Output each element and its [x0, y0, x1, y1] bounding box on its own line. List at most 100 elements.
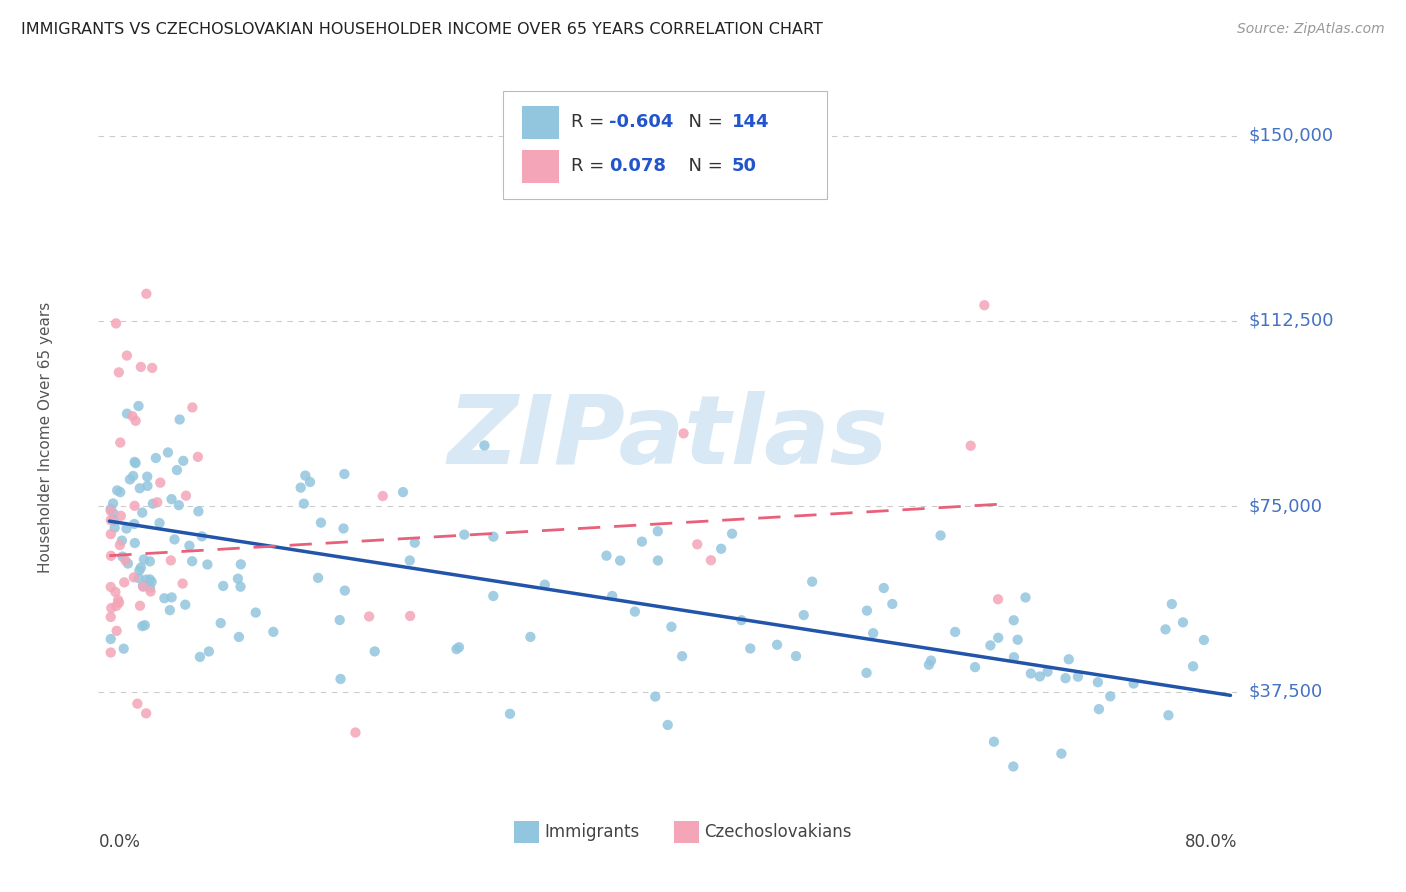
Point	[134, 618, 156, 632]
Point	[519, 630, 541, 644]
Text: Immigrants: Immigrants	[546, 823, 640, 841]
Point	[1088, 702, 1111, 716]
Point	[979, 639, 1001, 653]
Point	[104, 585, 127, 599]
Point	[105, 624, 128, 638]
Point	[128, 571, 150, 585]
Point	[104, 521, 127, 535]
Point	[142, 497, 165, 511]
Point	[1171, 615, 1194, 630]
Point	[209, 616, 232, 631]
Point	[167, 498, 190, 512]
Point	[108, 538, 131, 552]
Point	[307, 571, 329, 585]
Point	[146, 495, 169, 509]
Point	[392, 485, 415, 500]
FancyBboxPatch shape	[673, 821, 699, 843]
Point	[661, 620, 683, 634]
Text: $150,000: $150,000	[1249, 127, 1333, 145]
Point	[124, 455, 146, 469]
Point	[671, 649, 693, 664]
Point	[1050, 747, 1073, 761]
Point	[197, 558, 219, 572]
Text: R =: R =	[571, 158, 616, 176]
Point	[1002, 650, 1025, 665]
Point	[124, 414, 146, 428]
Point	[499, 706, 522, 721]
Point	[187, 450, 209, 464]
Point	[127, 399, 149, 413]
FancyBboxPatch shape	[503, 91, 827, 200]
Point	[117, 557, 139, 571]
Point	[135, 573, 157, 587]
Point	[290, 481, 312, 495]
Point	[145, 450, 167, 465]
Point	[973, 298, 995, 312]
Point	[1007, 632, 1029, 647]
Point	[453, 527, 475, 541]
Point	[1182, 659, 1205, 673]
Point	[333, 467, 356, 481]
Point	[229, 580, 252, 594]
Point	[644, 690, 666, 704]
Point	[1054, 671, 1077, 685]
Point	[766, 638, 789, 652]
Point	[793, 608, 815, 623]
Point	[124, 499, 146, 513]
Point	[344, 725, 367, 739]
Text: 80.0%: 80.0%	[1185, 833, 1237, 851]
Point	[672, 426, 695, 441]
Point	[128, 563, 150, 577]
Point	[124, 536, 146, 550]
Point	[110, 508, 132, 523]
Point	[131, 619, 153, 633]
Point	[100, 610, 122, 624]
Text: $112,500: $112,500	[1249, 312, 1334, 330]
Point	[359, 609, 381, 624]
Point	[188, 649, 211, 664]
Point	[1122, 676, 1144, 690]
Point	[160, 591, 183, 605]
Point	[153, 591, 176, 606]
Point	[609, 553, 631, 567]
Point	[103, 513, 125, 527]
Point	[785, 649, 807, 664]
Point	[482, 589, 505, 603]
Point	[882, 597, 904, 611]
FancyBboxPatch shape	[522, 106, 558, 139]
Point	[166, 463, 188, 477]
Point	[292, 497, 315, 511]
Point	[332, 521, 354, 535]
Point	[141, 574, 163, 589]
Point	[139, 581, 162, 595]
Point	[624, 605, 647, 619]
Point	[103, 506, 125, 520]
Point	[721, 526, 744, 541]
Point	[1087, 675, 1109, 690]
Point	[111, 533, 134, 548]
Text: $37,500: $37,500	[1249, 682, 1323, 700]
Point	[156, 445, 179, 459]
Point	[148, 516, 170, 530]
Point	[191, 529, 214, 543]
Text: Czechoslovakians: Czechoslovakians	[704, 823, 852, 841]
FancyBboxPatch shape	[515, 821, 538, 843]
Point	[100, 504, 122, 518]
Point	[959, 439, 981, 453]
Text: IMMIGRANTS VS CZECHOSLOVAKIAN HOUSEHOLDER INCOME OVER 65 YEARS CORRELATION CHART: IMMIGRANTS VS CZECHOSLOVAKIAN HOUSEHOLDE…	[21, 22, 823, 37]
Point	[129, 599, 152, 613]
Point	[187, 504, 209, 518]
Point	[132, 552, 155, 566]
Point	[100, 646, 122, 660]
Point	[309, 516, 332, 530]
Point	[163, 533, 186, 547]
Point	[100, 502, 122, 516]
Point	[136, 479, 159, 493]
Point	[657, 718, 679, 732]
Point	[100, 632, 122, 646]
Point	[181, 401, 204, 415]
Point	[600, 589, 623, 603]
Point	[174, 489, 197, 503]
Point	[128, 481, 150, 495]
Point	[105, 483, 128, 498]
